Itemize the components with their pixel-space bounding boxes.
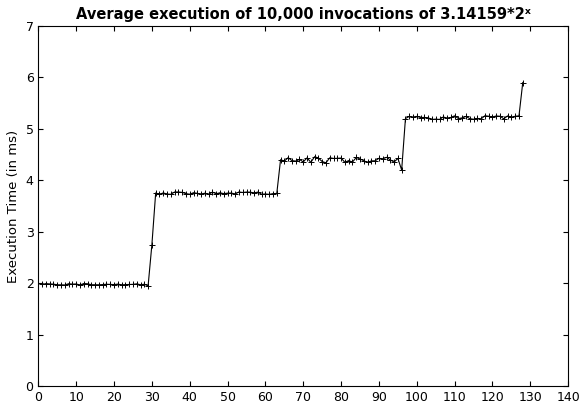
Title: Average execution of 10,000 invocations of 3.14159*2ˣ: Average execution of 10,000 invocations … xyxy=(76,7,531,22)
Y-axis label: Execution Time (in ms): Execution Time (in ms) xyxy=(7,129,20,283)
